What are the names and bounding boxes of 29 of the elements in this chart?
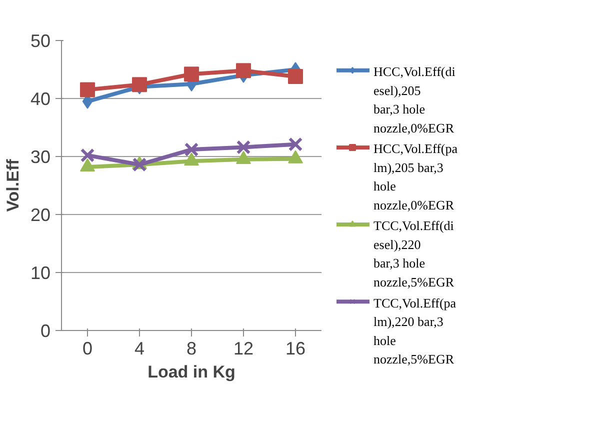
point xyxy=(236,63,251,78)
x-axis-title: Load in Kg xyxy=(148,362,236,382)
x-tick-label: 4 xyxy=(134,338,145,358)
point xyxy=(288,137,303,152)
point xyxy=(80,158,95,172)
point xyxy=(288,150,303,164)
point xyxy=(236,150,251,164)
x-tick-label: 0 xyxy=(82,338,93,358)
y-axis-title: Vol.Eff xyxy=(3,158,22,212)
point xyxy=(236,140,251,154)
point xyxy=(80,82,95,98)
point xyxy=(184,142,199,157)
legend-label: TCC,Vol.Eff(palm),220 bar,3 hole nozzle,5%EGR xyxy=(374,295,456,367)
point xyxy=(80,148,95,162)
x-tick-label: 16 xyxy=(285,338,306,358)
legend-label: HCC,Vol.Eff(diesel),205 bar,3 hole nozzle,0%EGR xyxy=(374,64,456,136)
point xyxy=(184,66,199,82)
y-tick-label: 30 xyxy=(30,147,51,167)
y-tick-label: 0 xyxy=(40,321,51,341)
y-tick-label: 20 xyxy=(30,205,51,225)
point xyxy=(184,152,199,166)
y-tick-label: 50 xyxy=(30,31,51,51)
y-tick-label: 40 xyxy=(30,89,51,109)
y-tick-label: 10 xyxy=(30,263,51,283)
point xyxy=(288,68,303,84)
legend-label: HCC,Vol.Eff(palm),205 bar,3 hole nozzle,0%EGR xyxy=(374,141,458,212)
legend-label: TCC,Vol.Eff(diesel),220 bar,3 hole nozzle,5%EGR xyxy=(374,218,454,290)
x-tick-label: 12 xyxy=(233,338,254,358)
x-tick-label: 8 xyxy=(186,338,197,358)
